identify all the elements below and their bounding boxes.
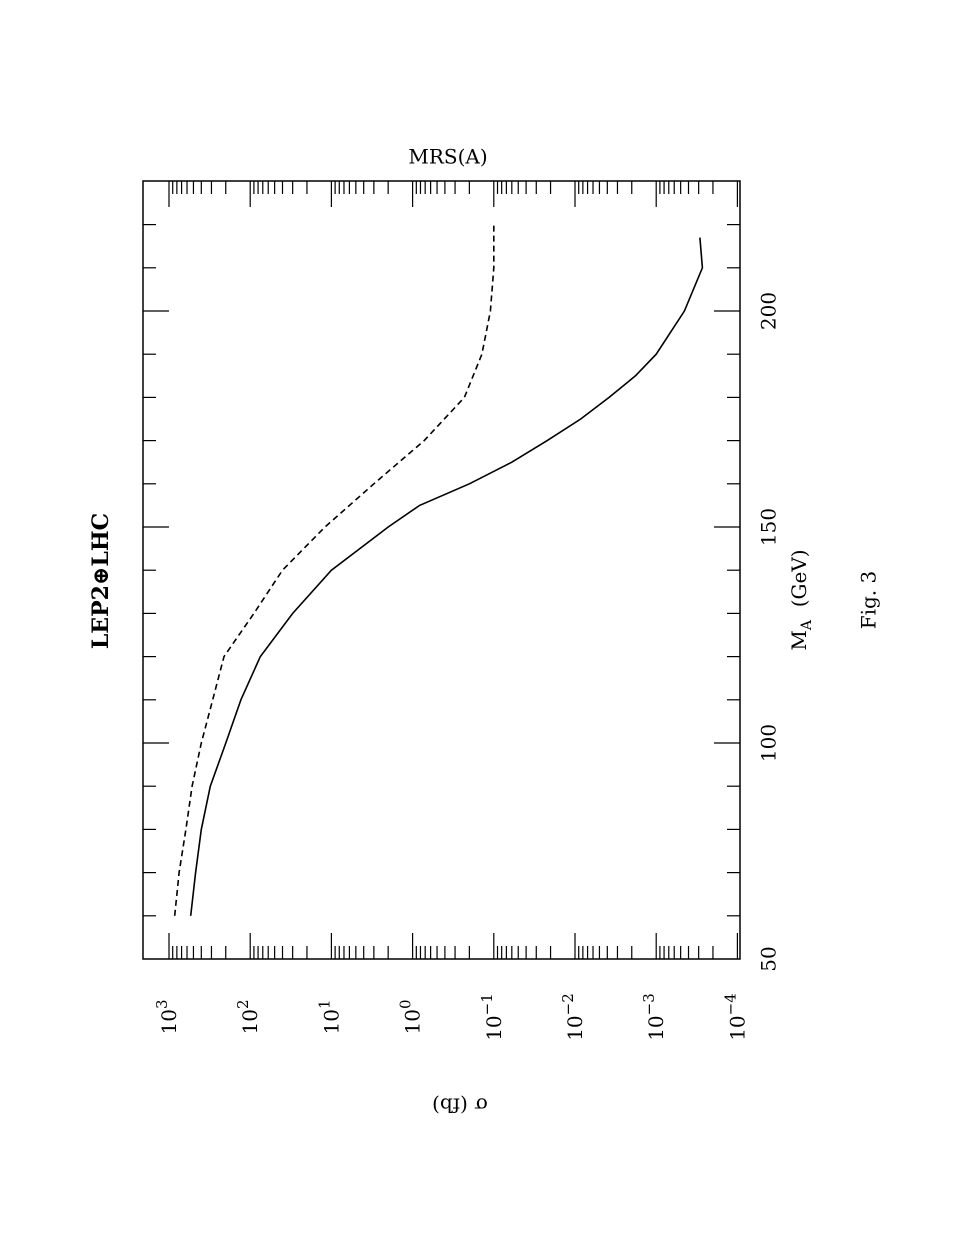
chart-title: LEP2⊕LHC <box>88 513 114 649</box>
axis-labels: 50 100 150 200 103 102 101 100 10−1 10−2 10−3 10−4 L… <box>88 145 881 1118</box>
x-tick-label: 150 <box>757 508 781 546</box>
dashed-curve <box>173 224 495 916</box>
y-tick-label: 10−1 <box>478 993 506 1041</box>
chart-subtitle: MRS(A) <box>408 145 487 169</box>
y-tick-label: 100 <box>397 1000 425 1035</box>
y-tick-label: 101 <box>315 1000 343 1035</box>
x-tick-label: 200 <box>757 292 781 330</box>
x-tick-label: 50 <box>757 946 781 971</box>
figure-caption: Fig. 3 <box>857 571 881 630</box>
y-tick-label: 10−2 <box>559 993 587 1041</box>
y-tick-label: 102 <box>234 1000 262 1035</box>
y-axis-label: σ (fb) <box>432 1094 488 1118</box>
y-tick-label: 10−3 <box>640 993 668 1041</box>
data-curves <box>173 224 704 916</box>
y-tick-label: 103 <box>153 1000 181 1035</box>
x-tick-label: 100 <box>757 724 781 762</box>
solid-curve <box>189 237 704 916</box>
y-tick-label: 10−4 <box>721 993 749 1041</box>
plot-frame <box>142 180 741 960</box>
x-axis-label: MA (GeV) <box>787 549 816 650</box>
axis-ticks <box>143 181 740 959</box>
